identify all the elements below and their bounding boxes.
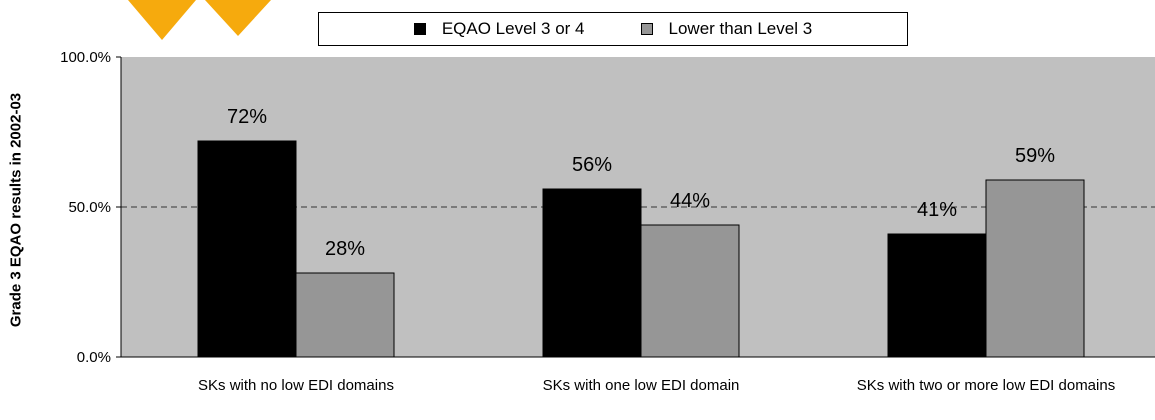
y-tick-label: 100.0% xyxy=(60,49,111,66)
data-label: 72% xyxy=(227,106,267,128)
data-label: 56% xyxy=(572,154,612,176)
bar xyxy=(542,188,642,358)
bar xyxy=(640,224,740,358)
bar xyxy=(295,272,395,358)
bar xyxy=(197,140,297,358)
y-tick-label: 50.0% xyxy=(68,199,111,216)
x-tick-label: SKs with no low EDI domains xyxy=(198,377,394,394)
x-tick-label: SKs with two or more low EDI domains xyxy=(856,377,1116,394)
legend-swatch xyxy=(640,23,653,35)
decorative-shape xyxy=(128,0,196,40)
legend-item: EQAO Level 3 or 4 xyxy=(413,19,585,39)
legend-item: Lower than Level 3 xyxy=(640,19,813,39)
x-tick-label: SKs with one low EDI domain xyxy=(542,377,740,394)
decorative-shape xyxy=(205,0,271,36)
y-axis-label: Grade 3 EQAO results in 2002-03 xyxy=(7,92,25,328)
legend-label: Lower than Level 3 xyxy=(668,19,813,38)
data-label: 28% xyxy=(325,238,365,260)
bar xyxy=(985,179,1085,358)
y-tick-label: 0.0% xyxy=(77,349,111,366)
data-label: 59% xyxy=(1015,145,1055,167)
legend: EQAO Level 3 or 4 Lower than Level 3 xyxy=(318,12,908,46)
bar xyxy=(887,233,987,358)
legend-swatch xyxy=(413,23,426,35)
legend-label: EQAO Level 3 or 4 xyxy=(441,19,585,38)
data-label: 41% xyxy=(917,199,957,221)
data-label: 44% xyxy=(670,190,710,212)
